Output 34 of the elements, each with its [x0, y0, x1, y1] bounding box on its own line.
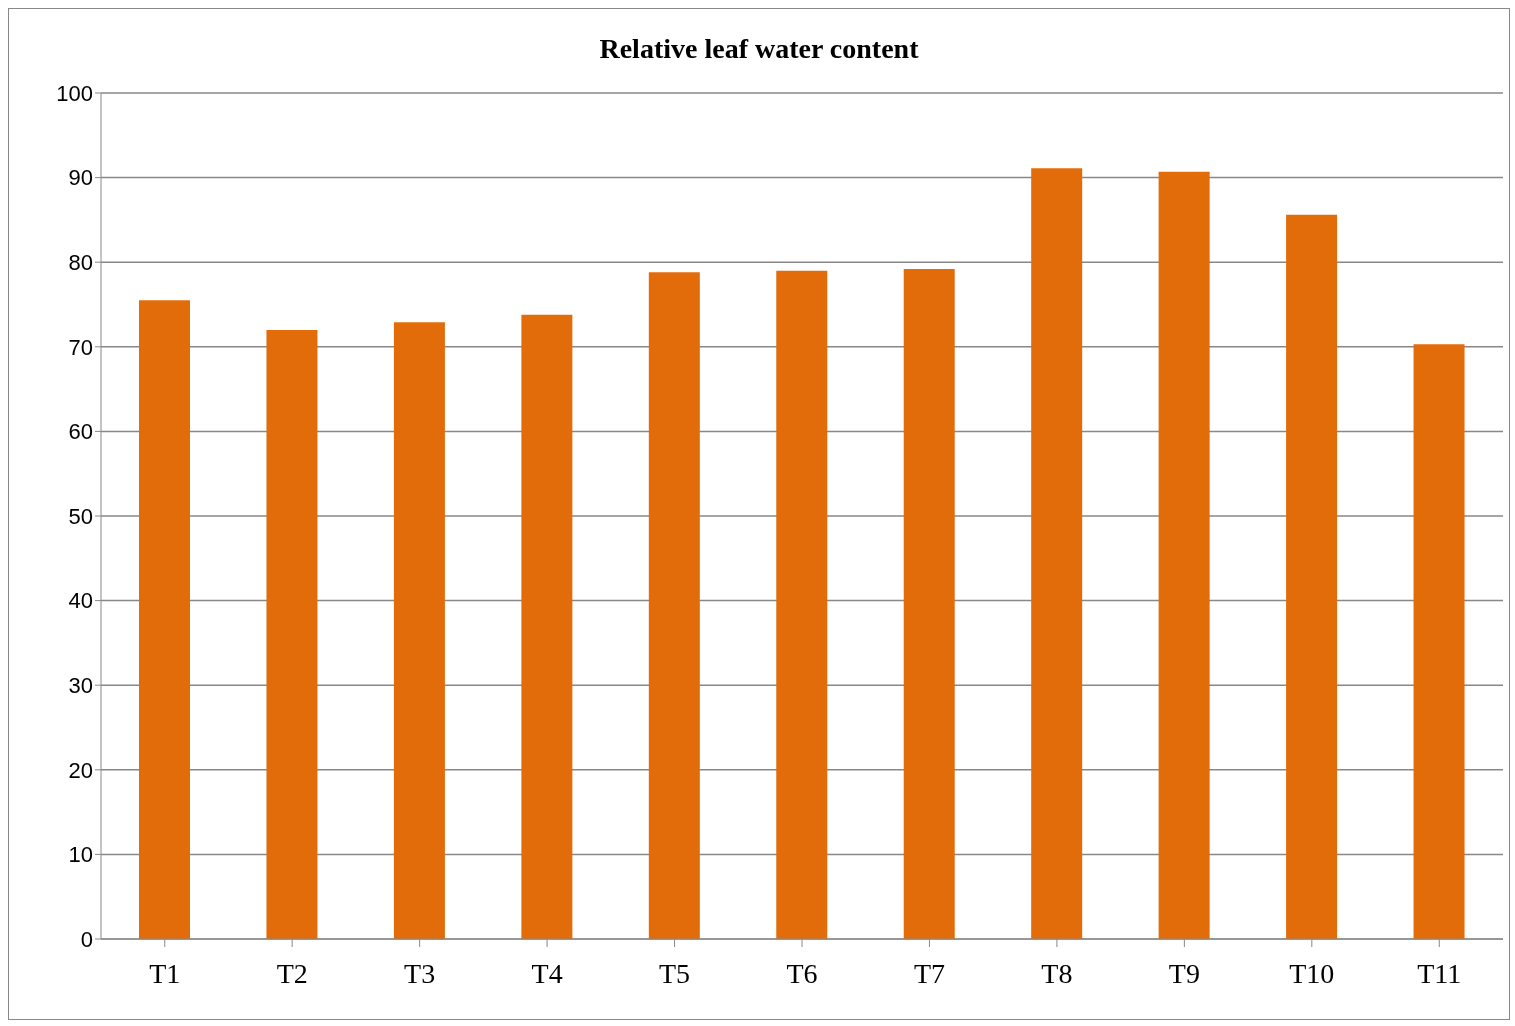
- bar: [393, 322, 445, 939]
- y-tick-label: 100: [56, 80, 93, 106]
- y-tick-label: 40: [68, 588, 93, 614]
- x-tick-label: T6: [786, 957, 818, 989]
- bar: [266, 329, 318, 939]
- bar: [903, 268, 955, 939]
- x-tick-label: T10: [1289, 957, 1335, 989]
- bar: [1031, 168, 1083, 939]
- x-tick-label: T5: [658, 957, 691, 989]
- x-tick-label: T7: [913, 957, 946, 989]
- y-tick-label: 90: [68, 165, 93, 191]
- y-tick-label: 10: [68, 842, 93, 868]
- bar: [1158, 171, 1210, 939]
- x-tick-label: T3: [404, 957, 436, 989]
- bar: [648, 272, 700, 939]
- bar: [521, 314, 573, 939]
- y-tick-label: 50: [68, 503, 93, 529]
- x-tick-label: T2: [276, 957, 308, 989]
- x-tick-label: T4: [531, 957, 563, 989]
- y-tick-label: 60: [68, 419, 93, 445]
- x-tick-label: T8: [1041, 957, 1073, 989]
- x-tick-label: T1: [149, 957, 181, 989]
- chart-title: Relative leaf water content: [598, 33, 920, 65]
- x-tick-label: T9: [1168, 957, 1200, 989]
- bar: [1413, 344, 1465, 939]
- y-tick-label: 70: [68, 334, 93, 360]
- x-tick-label: T11: [1417, 957, 1462, 989]
- y-tick-label: 80: [68, 250, 93, 276]
- bar: [139, 300, 190, 939]
- y-tick-label: 0: [80, 926, 93, 952]
- y-tick-label: 30: [68, 673, 93, 699]
- y-tick-label: 20: [68, 757, 93, 783]
- bar: [1286, 214, 1338, 939]
- bar: [776, 270, 828, 939]
